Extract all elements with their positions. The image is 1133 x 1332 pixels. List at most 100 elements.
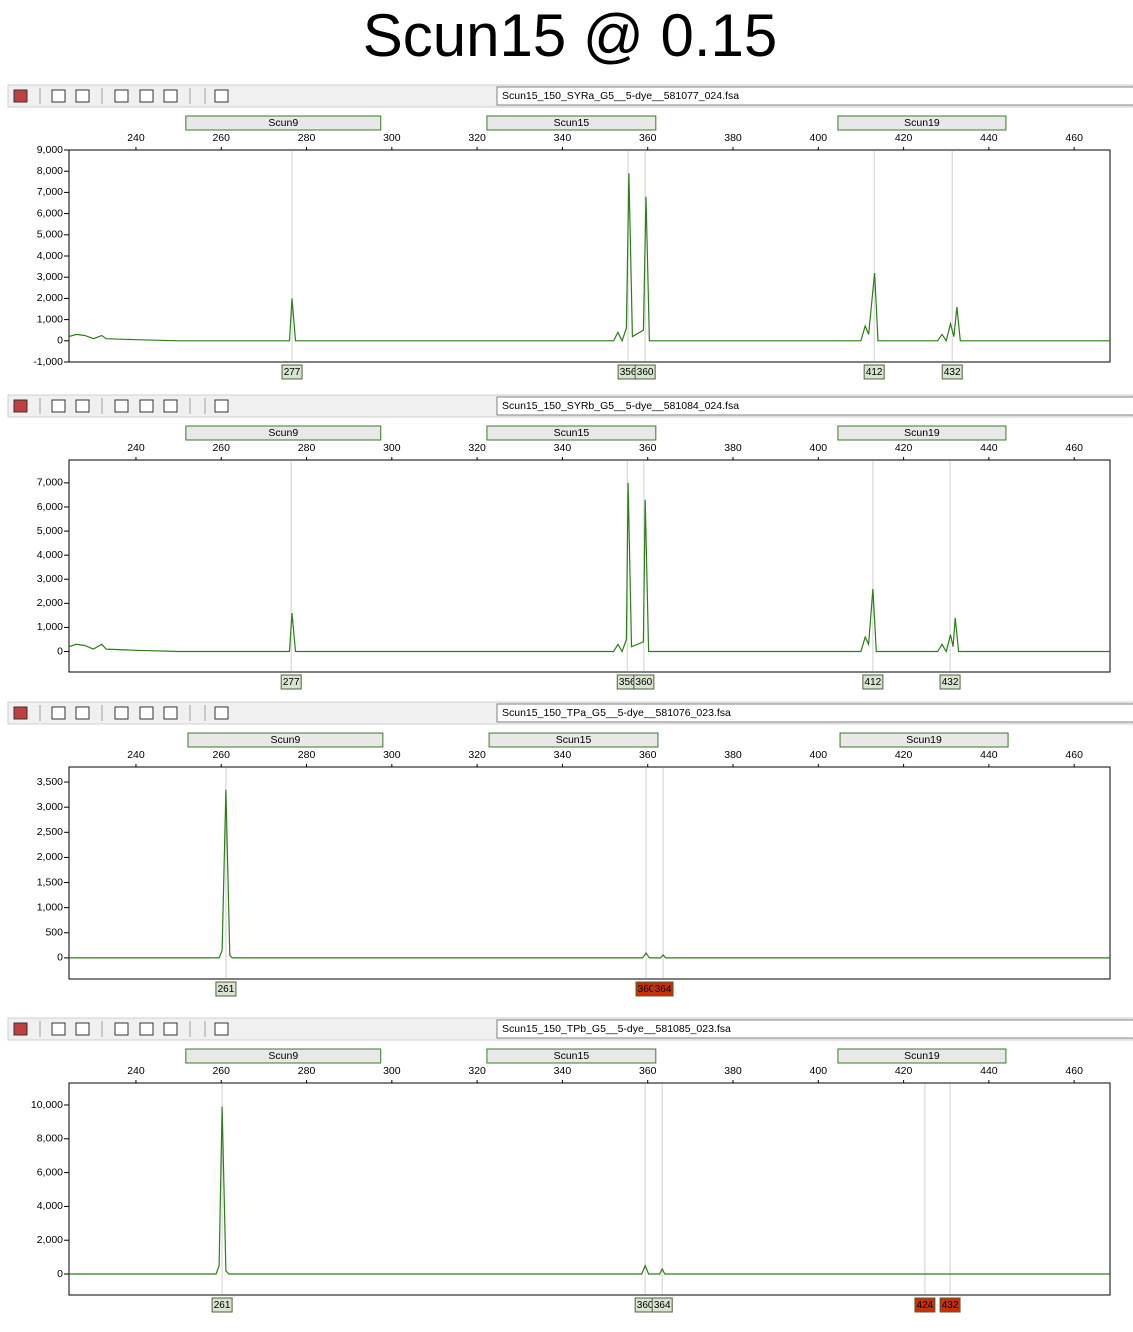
file-box[interactable] — [496, 396, 1133, 416]
toolbar-button[interactable] — [13, 399, 28, 413]
toolbar-button[interactable] — [163, 89, 178, 103]
allele-box — [914, 1297, 936, 1313]
icon — [51, 89, 66, 103]
page-title: Scun15 @ 0.15 — [363, 2, 778, 69]
toolbar-button[interactable] — [114, 399, 129, 413]
toolbar-button[interactable] — [75, 1022, 90, 1036]
allele-label[interactable]: 277 — [281, 364, 303, 380]
file-box[interactable] — [496, 703, 1133, 723]
allele-label[interactable]: 277 — [280, 674, 302, 690]
toolbar-button[interactable] — [114, 89, 129, 103]
x-tick-label: 260 — [212, 442, 230, 454]
toolbar-button[interactable] — [163, 1022, 178, 1036]
bin — [837, 425, 1007, 441]
allele-box — [280, 674, 302, 690]
file-name: Scun15_150_TPa_G5__5-dye__581076_023.fsa — [502, 707, 731, 719]
toolbar-button[interactable] — [75, 399, 90, 413]
y-tick-label: 0 — [57, 335, 63, 347]
toolbar-button[interactable] — [51, 399, 66, 413]
allele-label[interactable]: 360 — [634, 364, 656, 380]
toolbar-button[interactable] — [139, 399, 154, 413]
plot-area — [68, 766, 1111, 980]
y-tick-label: 2,000 — [37, 851, 63, 863]
toolbar-button[interactable] — [214, 706, 229, 720]
toolbar-button[interactable] — [51, 89, 66, 103]
toolbar-button[interactable] — [139, 89, 154, 103]
x-tick-label: 400 — [810, 749, 828, 761]
x-tick-label: 240 — [127, 442, 145, 454]
toolbar-button[interactable] — [13, 89, 28, 103]
allele-text: 277 — [284, 367, 301, 378]
y-tick-label: 3,000 — [37, 271, 63, 283]
toolbar-button[interactable] — [13, 706, 28, 720]
y-tick-label: 1,000 — [37, 901, 63, 913]
allele-text: 364 — [654, 1300, 671, 1311]
file-name: Scun15_150_SYRb_G5__5-dye__581084_024.fs… — [502, 400, 739, 412]
x-tick-label: 340 — [554, 749, 572, 761]
toolbar-button[interactable] — [114, 1022, 129, 1036]
x-tick-label: 460 — [1065, 132, 1083, 144]
allele-label[interactable]: 360 — [635, 981, 657, 997]
toolbar-button[interactable] — [114, 706, 129, 720]
bin-name: Scun15 — [554, 117, 590, 129]
allele-label[interactable]: 360 — [633, 674, 655, 690]
x-tick-label: 420 — [895, 442, 913, 454]
toolbar-button[interactable] — [214, 399, 229, 413]
toolbar-button[interactable] — [163, 399, 178, 413]
toolbar-button[interactable] — [214, 1022, 229, 1036]
x-tick-label: 320 — [468, 749, 486, 761]
allele-label[interactable]: 412 — [863, 364, 885, 380]
allele-label[interactable]: 424 — [914, 1297, 936, 1313]
toolbar-button[interactable] — [139, 706, 154, 720]
file-box[interactable] — [496, 86, 1133, 106]
x-tick-label: 280 — [298, 132, 316, 144]
allele-label[interactable]: 432 — [941, 364, 963, 380]
allele-label[interactable]: 364 — [652, 981, 674, 997]
allele-text: 432 — [942, 1300, 959, 1311]
toolbar-button[interactable] — [51, 706, 66, 720]
allele-label[interactable]: 261 — [215, 981, 237, 997]
x-tick-label: 300 — [383, 1065, 401, 1077]
icon — [214, 1022, 229, 1036]
toolbar-button[interactable] — [163, 706, 178, 720]
x-tick-label: 440 — [980, 442, 998, 454]
x-tick-label: 360 — [639, 749, 657, 761]
toolbar-button[interactable] — [214, 89, 229, 103]
x-tick-label: 240 — [127, 1065, 145, 1077]
allele-label[interactable]: 261 — [211, 1297, 233, 1313]
icon — [114, 706, 129, 720]
y-tick-label: 6,000 — [37, 1166, 63, 1178]
allele-label[interactable]: 432 — [939, 674, 961, 690]
allele-label[interactable]: 356 — [616, 674, 638, 690]
toolbar-button[interactable] — [75, 706, 90, 720]
allele-label[interactable]: 432 — [939, 1297, 961, 1313]
allele-text: 432 — [944, 367, 961, 378]
toolbar-button[interactable] — [139, 1022, 154, 1036]
toolbar-button[interactable] — [13, 1022, 28, 1036]
icon — [163, 89, 178, 103]
allele-box — [652, 981, 674, 997]
x-tick-label: 280 — [298, 749, 316, 761]
bin — [837, 1048, 1007, 1064]
icon — [75, 706, 90, 720]
y-tick-label: 4,000 — [37, 250, 63, 262]
allele-label[interactable]: 364 — [651, 1297, 673, 1313]
x-tick-label: 280 — [298, 1065, 316, 1077]
icon — [75, 1022, 90, 1036]
allele-box — [863, 364, 885, 380]
toolbar-button[interactable] — [75, 89, 90, 103]
icon — [51, 1022, 66, 1036]
icon — [75, 399, 90, 413]
x-tick-label: 240 — [127, 132, 145, 144]
bin-name: Scun9 — [268, 427, 298, 439]
y-tick-label: 2,000 — [37, 292, 63, 304]
allele-label[interactable]: 412 — [862, 674, 884, 690]
x-tick-label: 260 — [212, 132, 230, 144]
allele-box — [941, 364, 963, 380]
toolbar-button[interactable] — [51, 1022, 66, 1036]
file-box[interactable] — [496, 1019, 1133, 1039]
icon — [139, 89, 154, 103]
x-tick-label: 380 — [724, 442, 742, 454]
allele-text: 261 — [214, 1300, 231, 1311]
